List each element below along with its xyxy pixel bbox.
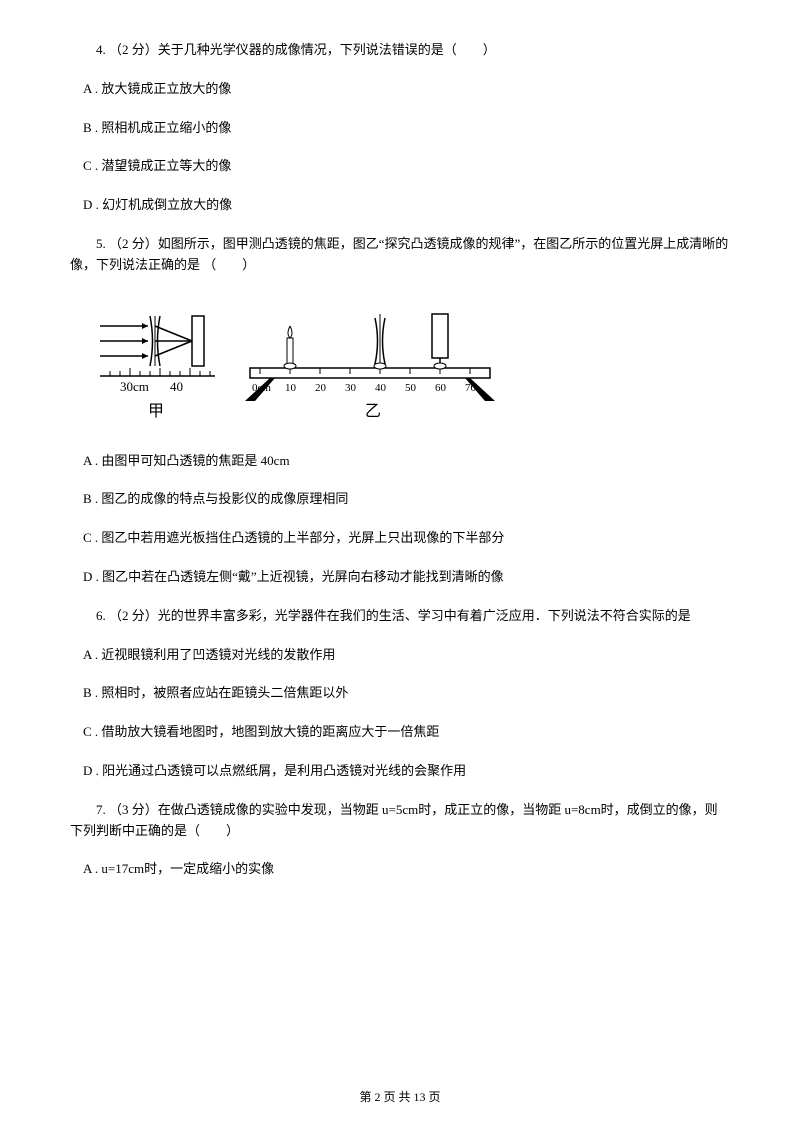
- q4-option-c: C . 潜望镜成正立等大的像: [70, 156, 730, 177]
- q5-diagram: 30cm 40 甲 0cm 10 20 30 40 50 60 70: [100, 296, 730, 426]
- screen-icon: [432, 314, 448, 369]
- svg-text:60: 60: [435, 382, 447, 394]
- q5-option-b: B . 图乙的成像的特点与投影仪的成像原理相同: [70, 489, 730, 510]
- q4-option-d: D . 幻灯机成倒立放大的像: [70, 195, 730, 216]
- q5-stem: 5. （2 分）如图所示，图甲测凸透镜的焦距，图乙“探究凸透镜成像的规律”，在图…: [70, 234, 730, 276]
- q6-stem: 6. （2 分）光的世界丰富多彩，光学器件在我们的生活、学习中有着广泛应用．下列…: [70, 606, 730, 627]
- q5-option-c: C . 图乙中若用遮光板挡住凸透镜的上半部分，光屏上只出现像的下半部分: [70, 528, 730, 549]
- q7-stem: 7. （3 分）在做凸透镜成像的实验中发现，当物距 u=5cm时，成正立的像，当…: [70, 800, 730, 842]
- ruler-40: 40: [170, 379, 183, 394]
- q4-option-b: B . 照相机成正立缩小的像: [70, 118, 730, 139]
- svg-text:30: 30: [345, 382, 357, 394]
- q4-option-a: A . 放大镜成正立放大的像: [70, 79, 730, 100]
- q5-option-a: A . 由图甲可知凸透镜的焦距是 40cm: [70, 451, 730, 472]
- diagram-right: 0cm 10 20 30 40 50 60 70 乙: [245, 314, 495, 420]
- q6-option-c: C . 借助放大镜看地图时，地图到放大镜的距离应大于一倍焦距: [70, 722, 730, 743]
- q4-stem: 4. （2 分）关于几种光学仪器的成像情况，下列说法错误的是（ ）: [70, 40, 730, 61]
- q5-option-d: D . 图乙中若在凸透镜左侧“戴”上近视镜，光屏向右移动才能找到清晰的像: [70, 567, 730, 588]
- lens-icon: [374, 314, 386, 369]
- svg-text:20: 20: [315, 382, 327, 394]
- label-jia: 甲: [148, 403, 164, 420]
- q6-option-a: A . 近视眼镜利用了凹透镜对光线的发散作用: [70, 645, 730, 666]
- q6-option-b: B . 照相时，被照者应站在距镜头二倍焦距以外: [70, 683, 730, 704]
- page-footer: 第 2 页 共 13 页: [0, 1088, 800, 1107]
- label-yi: 乙: [365, 403, 381, 420]
- svg-text:40: 40: [375, 382, 387, 394]
- svg-text:10: 10: [285, 382, 297, 394]
- q6-option-d: D . 阳光通过凸透镜可以点燃纸屑，是利用凸透镜对光线的会聚作用: [70, 761, 730, 782]
- candle-icon: [284, 326, 296, 369]
- diagram-left: 30cm 40 甲: [100, 316, 215, 420]
- ruler-30cm: 30cm: [120, 379, 149, 394]
- svg-text:50: 50: [405, 382, 417, 394]
- q7-option-a: A . u=17cm时，一定成缩小的实像: [70, 859, 730, 880]
